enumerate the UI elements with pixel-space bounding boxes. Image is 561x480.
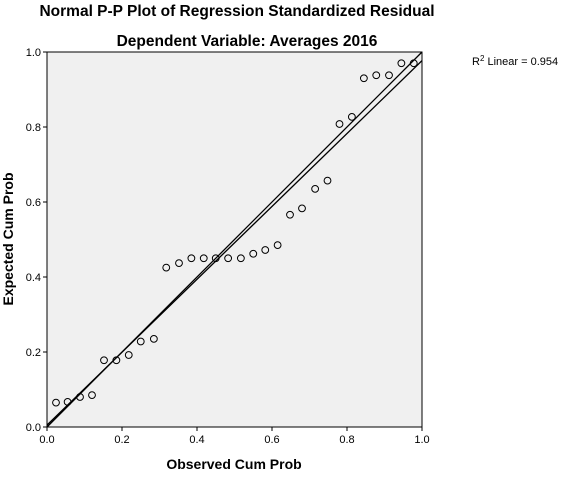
data-point <box>323 176 332 185</box>
data-point <box>162 263 171 272</box>
x-tick-label: 1.0 <box>414 434 429 446</box>
data-point <box>261 246 270 254</box>
data-point <box>359 74 368 83</box>
data-point <box>273 241 282 250</box>
y-tick-label: 0.8 <box>26 122 41 134</box>
data-point <box>311 184 320 193</box>
data-points <box>52 59 418 407</box>
y-axis-label: Expected Cum Prob <box>0 172 16 305</box>
data-point <box>224 254 233 263</box>
data-point <box>236 254 245 263</box>
chart-subtitle: Dependent Variable: Averages 2016 <box>117 33 378 50</box>
y-tick-label: 0.0 <box>26 422 41 434</box>
y-tick-label: 0.2 <box>26 347 41 359</box>
x-axis-label: Observed Cum Prob <box>166 456 301 472</box>
data-point <box>199 254 208 263</box>
x-tick-label: 0.4 <box>189 434 204 446</box>
data-point <box>112 356 121 365</box>
data-point <box>335 120 344 128</box>
data-point <box>249 249 258 258</box>
data-point <box>136 337 145 346</box>
data-point <box>409 59 418 68</box>
data-point <box>149 334 158 343</box>
y-tick-label: 0.4 <box>26 272 41 284</box>
x-tick-label: 0.6 <box>264 434 279 446</box>
data-point <box>88 391 96 400</box>
r2-superscript: 2 <box>480 54 485 63</box>
data-point <box>286 210 294 219</box>
data-point <box>298 204 306 213</box>
data-point <box>124 351 133 359</box>
r-squared-annotation: R2 Linear = 0.954 <box>472 54 558 69</box>
data-point <box>175 259 183 268</box>
chart-lines <box>46 51 423 428</box>
data-point <box>397 59 406 68</box>
fit-line <box>46 60 423 426</box>
y-tick-label: 1.0 <box>26 47 41 59</box>
x-tick-label: 0.2 <box>114 434 129 446</box>
x-tick-label: 0.0 <box>39 434 54 446</box>
data-point <box>76 393 84 401</box>
data-point <box>385 71 393 80</box>
y-axis-ticks: 0.0 0.2 0.4 0.6 0.8 1.0 <box>26 47 47 434</box>
y-tick-label: 0.6 <box>26 197 41 209</box>
data-point <box>211 254 220 263</box>
data-point <box>347 112 356 121</box>
data-point <box>372 71 381 80</box>
data-point <box>100 356 108 365</box>
r2-prefix: R <box>472 56 480 68</box>
data-point <box>52 398 60 407</box>
data-point <box>187 254 196 263</box>
data-point <box>63 397 72 406</box>
x-axis-ticks: 0.0 0.2 0.4 0.6 0.8 1.0 <box>39 427 430 446</box>
r2-text: Linear = 0.954 <box>484 56 558 68</box>
x-tick-label: 0.8 <box>339 434 354 446</box>
chart-title: Normal P-P Plot of Regression Standardiz… <box>39 3 434 20</box>
